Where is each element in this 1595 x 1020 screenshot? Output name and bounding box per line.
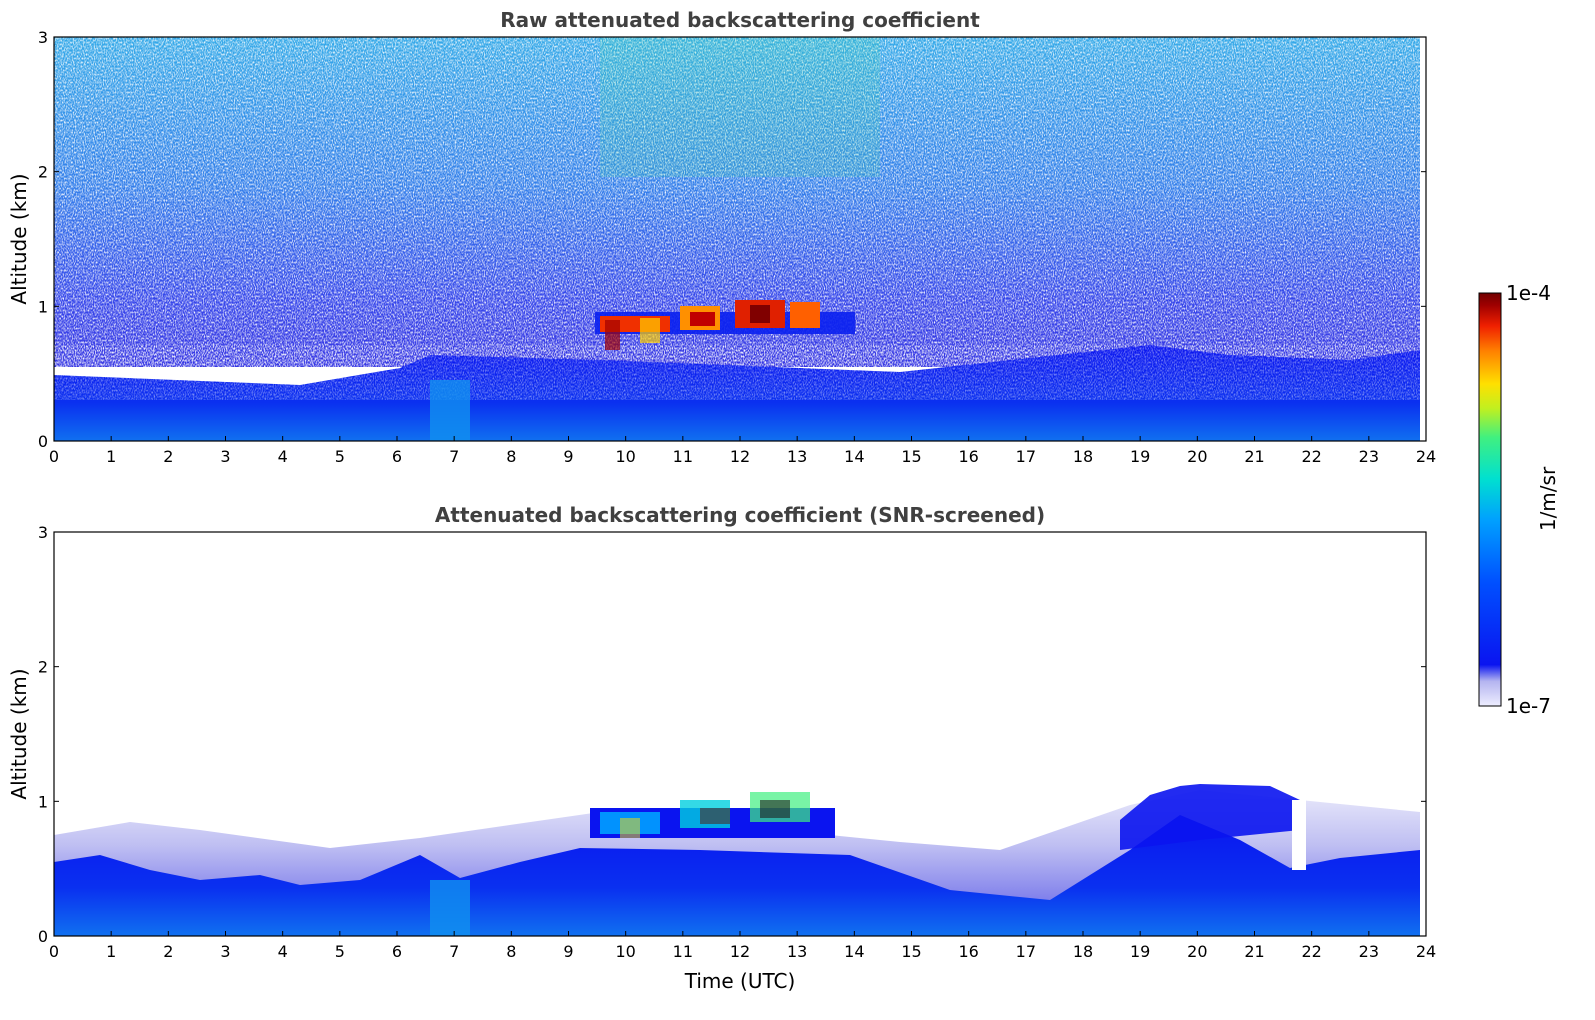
heatmap-image [54,532,1426,936]
x-tick-label: 11 [673,942,693,961]
x-tick-label: 17 [1016,447,1036,466]
x-tick-label: 13 [787,447,807,466]
x-tick-label: 21 [1244,942,1264,961]
colorbar: 1e-4 1e-7 1/m/sr [1478,281,1560,718]
x-tick-label: 0 [49,447,59,466]
y-tick-label: 3 [38,28,48,47]
x-axis-label: Time (UTC) [684,969,796,993]
x-tick-label: 8 [506,942,516,961]
x-tick-label: 10 [615,447,635,466]
x-tick-label: 22 [1301,447,1321,466]
x-tick-label: 4 [278,447,288,466]
x-tick-label: 22 [1301,942,1321,961]
x-tick-label: 21 [1244,447,1264,466]
x-tick-label: 20 [1187,942,1207,961]
x-tick-label: 7 [449,447,459,466]
x-tick-label: 18 [1073,942,1093,961]
colorbar-unit-label: 1/m/sr [1536,466,1560,531]
x-axis-ticks: 0 1 2 3 4 5 6 7 8 9 10 11 12 13 14 15 16 17 18 19 20 21 22 23 24 [49,436,1436,466]
x-tick-label: 6 [392,942,402,961]
x-tick-label: 18 [1073,447,1093,466]
x-tick-label: 14 [844,942,864,961]
y-tick-label: 0 [38,927,48,946]
x-tick-label: 17 [1016,942,1036,961]
x-tick-label: 2 [163,942,173,961]
colorbar-min-label: 1e-7 [1506,694,1551,718]
x-tick-label: 9 [563,447,573,466]
y-tick-label: 1 [38,792,48,811]
y-tick-label: 2 [38,658,48,677]
x-tick-label: 1 [106,942,116,961]
x-tick-label: 12 [730,447,750,466]
x-tick-label: 3 [220,447,230,466]
y-tick-label: 3 [38,523,48,542]
x-tick-label: 13 [787,942,807,961]
y-axis-ticks: 0 1 2 3 [38,28,1426,451]
x-tick-label: 4 [278,942,288,961]
x-tick-label: 6 [392,447,402,466]
y-tick-label: 0 [38,432,48,451]
chart-title: Raw attenuated backscattering coefficien… [500,8,980,32]
x-tick-label: 23 [1359,447,1379,466]
colorbar-gradient [1478,292,1502,707]
raw-backscatter-panel: Raw attenuated backscattering coefficien… [7,8,1436,466]
cloud-layer [590,792,835,838]
x-tick-label: 20 [1187,447,1207,466]
y-axis-label: Altitude (km) [7,668,31,799]
x-tick-label: 16 [958,942,978,961]
x-tick-label: 1 [106,447,116,466]
x-tick-label: 8 [506,447,516,466]
x-tick-label: 0 [49,942,59,961]
x-tick-label: 15 [901,942,921,961]
snr-screened-panel: Attenuated backscattering coefficient (S… [7,503,1436,993]
x-tick-label: 15 [901,447,921,466]
x-tick-label: 12 [730,942,750,961]
chart-title: Attenuated backscattering coefficient (S… [435,503,1045,527]
x-tick-label: 24 [1416,447,1436,466]
y-axis-label: Altitude (km) [7,173,31,304]
x-tick-label: 5 [335,942,345,961]
x-tick-label: 3 [220,942,230,961]
y-tick-label: 2 [38,163,48,182]
x-tick-label: 23 [1359,942,1379,961]
y-axis-ticks: 0 1 2 3 [38,523,1426,946]
x-tick-label: 2 [163,447,173,466]
x-tick-label: 9 [563,942,573,961]
x-tick-label: 19 [1130,447,1150,466]
cloud-layer [595,300,855,350]
x-tick-label: 24 [1416,942,1436,961]
x-tick-label: 16 [958,447,978,466]
x-tick-label: 19 [1130,942,1150,961]
x-axis-ticks: 0 1 2 3 4 5 6 7 8 9 10 11 12 13 14 15 16 17 18 19 20 21 22 23 24 [49,931,1436,961]
x-tick-label: 5 [335,447,345,466]
heatmap-image [54,37,1426,441]
x-tick-label: 7 [449,942,459,961]
x-tick-label: 11 [673,447,693,466]
y-tick-label: 1 [38,297,48,316]
x-tick-label: 14 [844,447,864,466]
colorbar-max-label: 1e-4 [1506,281,1551,305]
x-tick-label: 10 [615,942,635,961]
